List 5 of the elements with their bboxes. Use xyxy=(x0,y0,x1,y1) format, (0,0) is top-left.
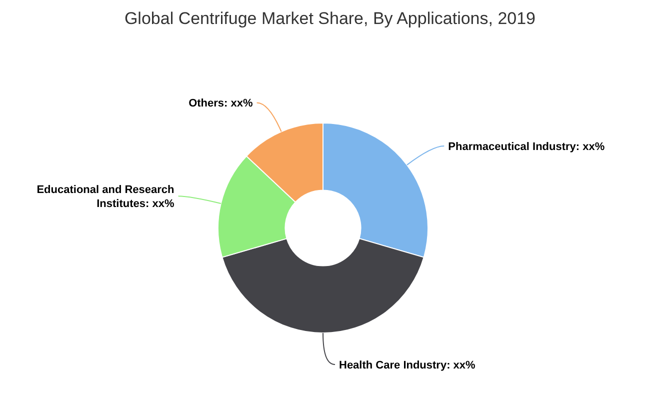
slice-label: Health Care Industry: xx% xyxy=(339,360,476,372)
slice-label: Educational and Research Institutes: xx% xyxy=(36,184,175,210)
slice-label: Pharmaceutical Industry: xx% xyxy=(448,141,605,154)
chart-title: Global Centrifuge Market Share, By Applications, 2019 xyxy=(124,9,536,28)
slice-label: Others: xx% xyxy=(188,98,253,110)
